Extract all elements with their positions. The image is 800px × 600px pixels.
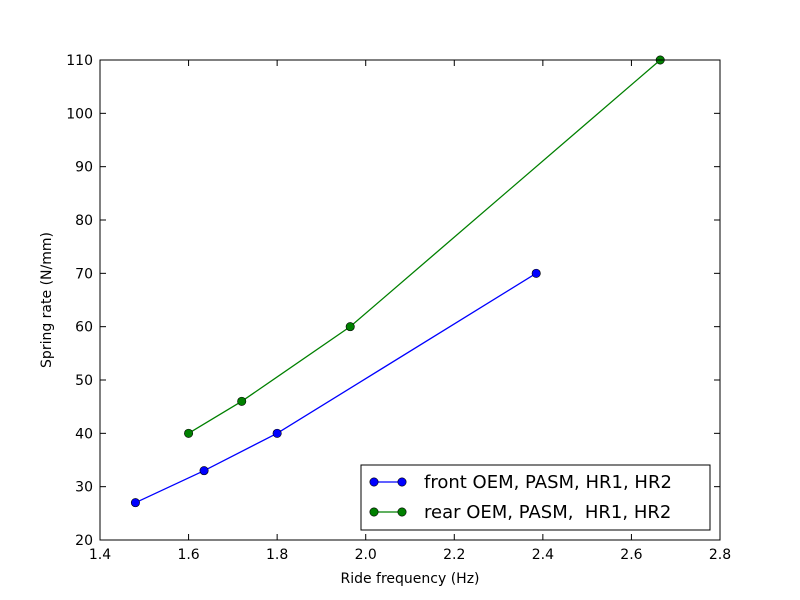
x-tick-label: 2.4 [532, 547, 554, 563]
x-tick-label: 1.6 [177, 547, 199, 563]
data-point [345, 322, 355, 332]
legend-marker [369, 507, 379, 517]
y-tick-label: 20 [75, 533, 93, 549]
legend-label: rear OEM, PASM, HR1, HR2 [424, 502, 671, 523]
x-tick-label: 2.2 [443, 547, 465, 563]
data-point [272, 428, 282, 438]
legend-box [360, 464, 711, 531]
tick-layer [99, 59, 721, 541]
plot-area [99, 55, 721, 541]
y-tick-label: 50 [75, 373, 93, 389]
x-tick-label: 2.0 [355, 547, 377, 563]
y-tick-label: 100 [66, 106, 93, 122]
y-axis-title: Spring rate (N/mm) [39, 232, 55, 368]
series-layer [130, 55, 665, 508]
y-tick-label: 80 [75, 213, 93, 229]
data-point [184, 428, 194, 438]
y-tick-label: 90 [75, 160, 93, 176]
data-point [531, 268, 541, 278]
y-tick-label: 60 [75, 320, 93, 336]
legend-marker [397, 507, 407, 517]
x-axis-title: Ride frequency (Hz) [340, 571, 479, 587]
y-tick-label: 110 [66, 53, 93, 69]
legend-marker [397, 477, 407, 487]
data-point [130, 498, 140, 508]
y-tick-label: 70 [75, 266, 93, 282]
legend-label: front OEM, PASM, HR1, HR2 [424, 472, 672, 493]
y-tick-label: 40 [75, 426, 93, 442]
legend-marker [369, 477, 379, 487]
series-line [188, 59, 661, 434]
y-tick-label: 30 [75, 480, 93, 496]
legend: front OEM, PASM, HR1, HR2 rear OEM, PASM,… [360, 464, 711, 531]
x-tick-label: 1.4 [89, 547, 111, 563]
series-line [135, 272, 537, 504]
x-tick-label: 1.8 [266, 547, 288, 563]
x-tick-label: 2.8 [709, 547, 731, 563]
data-point [237, 396, 247, 406]
series-front [130, 268, 541, 508]
data-point [199, 466, 209, 476]
plot-background [100, 60, 720, 540]
x-tick-label: 2.6 [620, 547, 642, 563]
plot-frame [99, 59, 721, 541]
